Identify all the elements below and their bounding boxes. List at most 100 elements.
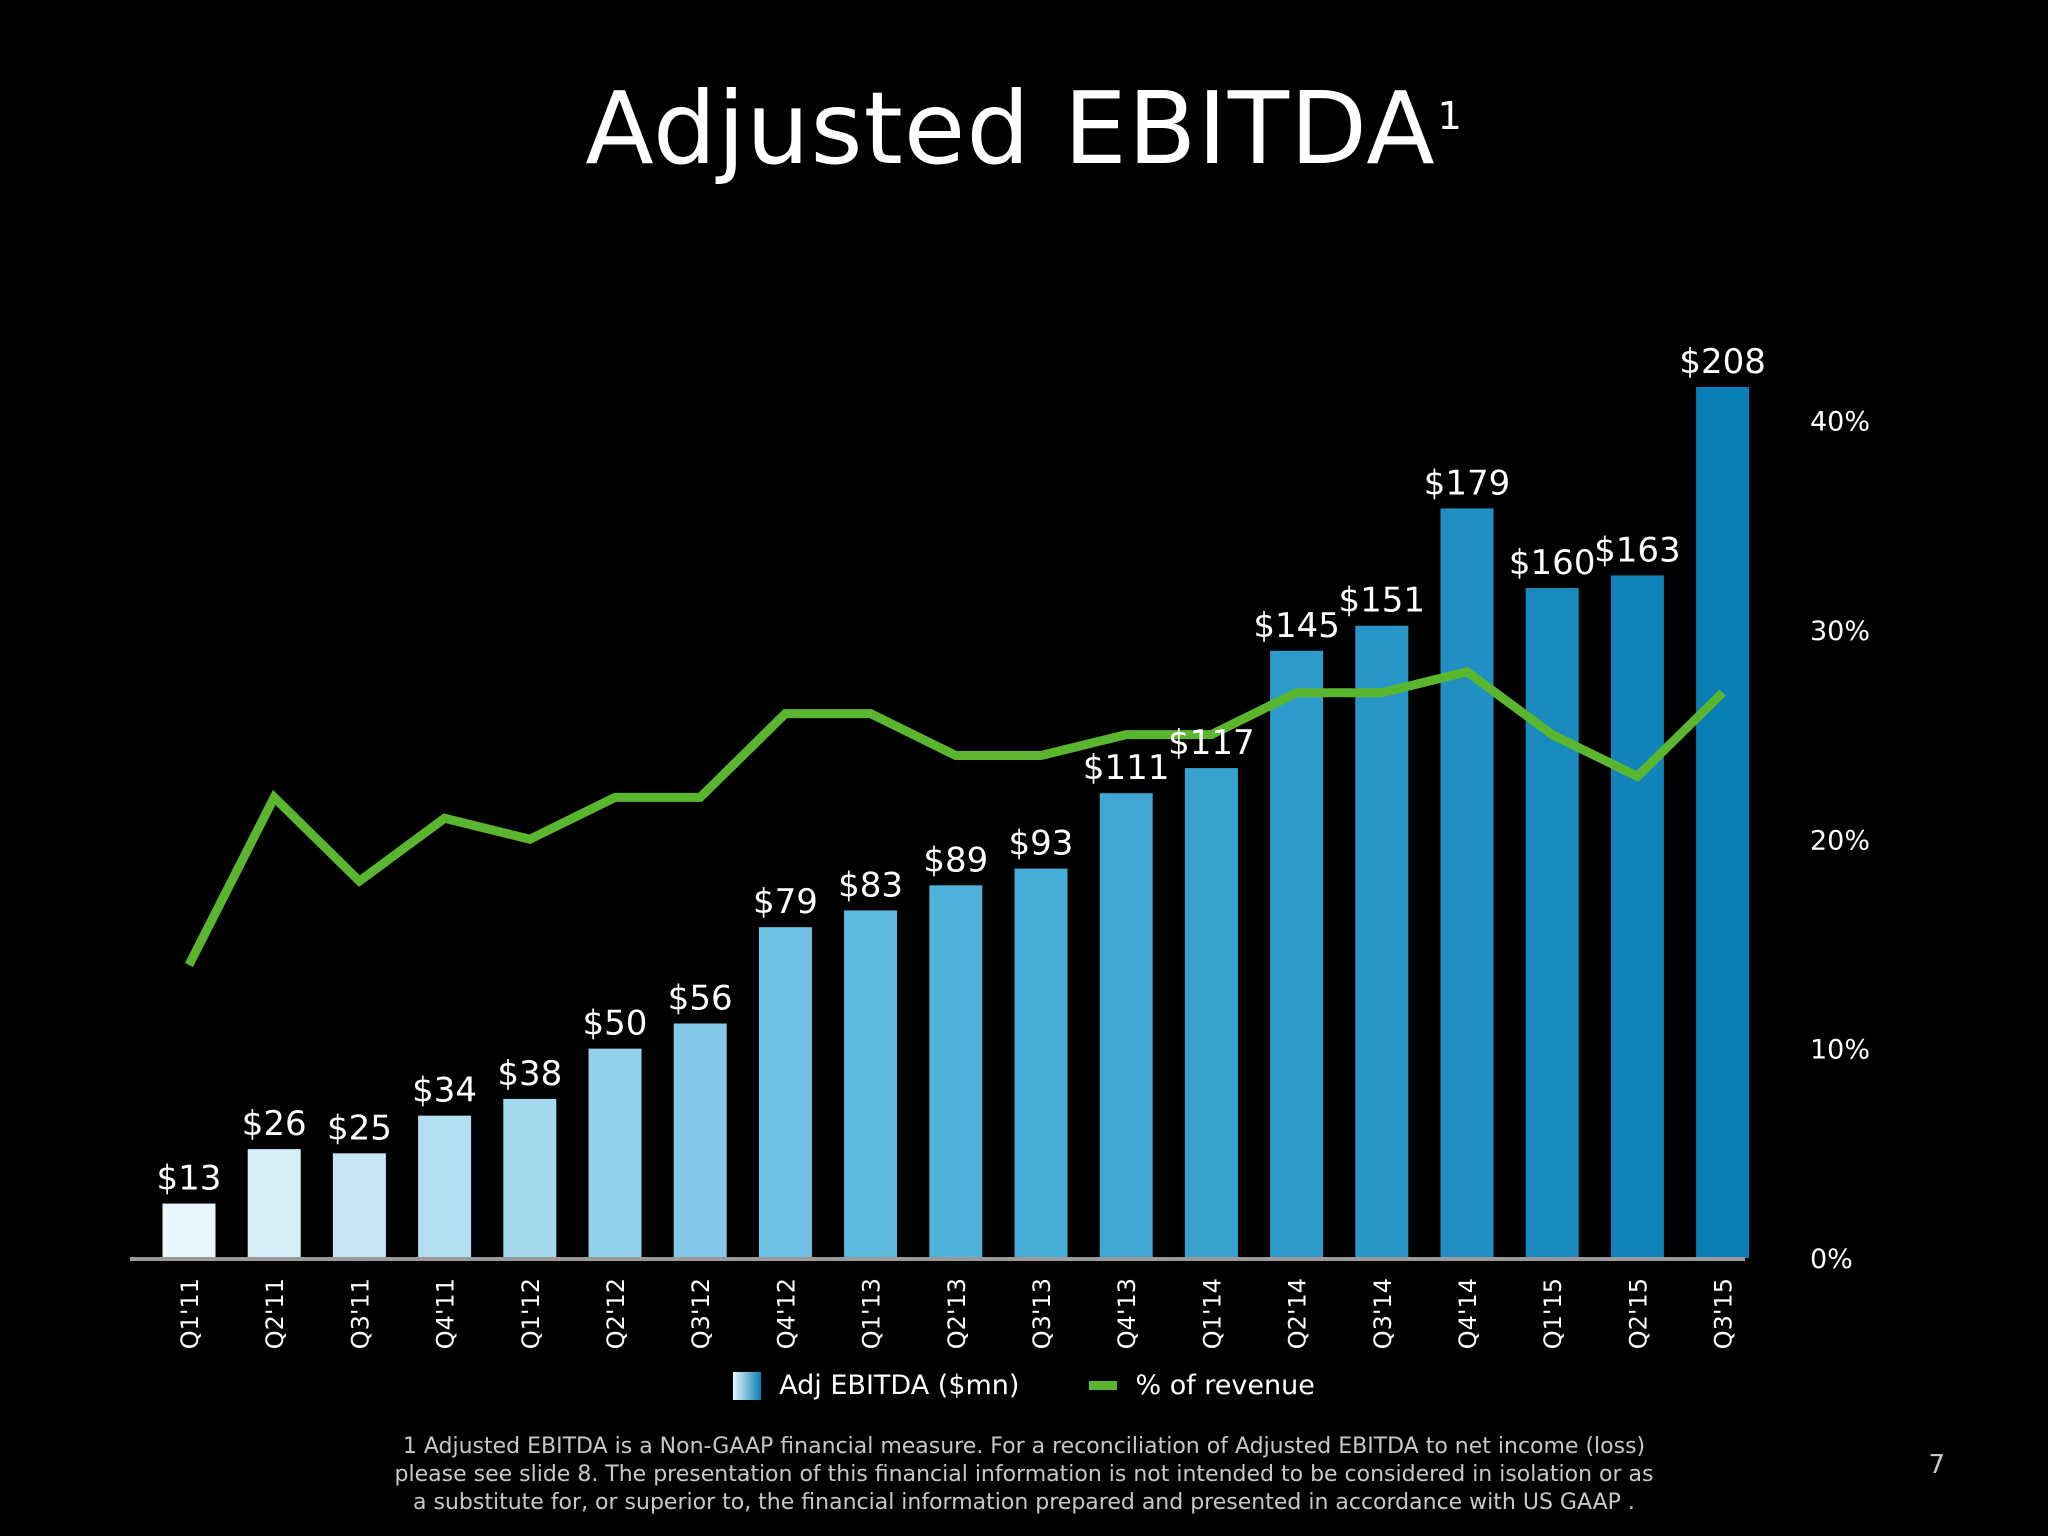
revenue-pct-point bbox=[1125, 734, 1127, 736]
bar-Q1'12 bbox=[503, 1098, 557, 1258]
revenue-pct-point bbox=[870, 713, 872, 715]
y2-tick-label: 30% bbox=[1810, 616, 1870, 647]
x-tick-label: Q3'15 bbox=[1710, 1278, 1738, 1349]
bar-Q1'14 bbox=[1184, 768, 1238, 1258]
bar-Q3'11 bbox=[332, 1153, 386, 1258]
x-tick-label: Q2'15 bbox=[1624, 1278, 1652, 1349]
revenue-pct-point bbox=[1210, 734, 1212, 736]
revenue-pct-point bbox=[1381, 692, 1383, 694]
bar-value-label: $56 bbox=[668, 979, 733, 1019]
x-tick-label: Q1'13 bbox=[858, 1278, 886, 1349]
x-tick-label: Q4'12 bbox=[772, 1278, 800, 1349]
revenue-pct-point bbox=[784, 713, 786, 715]
legend-item-revenue-pct: % of revenue bbox=[1089, 1370, 1315, 1401]
revenue-pct-point bbox=[444, 817, 446, 819]
bar-value-label: $145 bbox=[1253, 606, 1340, 646]
revenue-pct-point bbox=[699, 796, 701, 798]
axis-layer: Q1'11 Q2'11 Q3'11 Q4'11 Q1'12 Q2'12 Q3'12 Q4'12… bbox=[130, 407, 1870, 1349]
bar-Q1'13 bbox=[844, 910, 898, 1258]
revenue-pct-point bbox=[188, 964, 190, 966]
x-tick-label: Q1'12 bbox=[517, 1278, 545, 1349]
revenue-pct-point bbox=[1466, 671, 1468, 673]
y2-tick-label: 40% bbox=[1810, 407, 1870, 438]
bar-Q2'11 bbox=[247, 1149, 301, 1258]
labels-layer: $13 $26 $25 $34 $38 $50 $56 $79 $83 $89 $93$111$11… bbox=[157, 342, 1766, 1199]
bar-value-label: $25 bbox=[327, 1108, 392, 1148]
bar-value-label: $151 bbox=[1339, 581, 1426, 621]
revenue-pct-point bbox=[529, 838, 531, 840]
bar-value-label: $160 bbox=[1509, 543, 1596, 583]
footnote-line-3: a substitute for, or superior to, the fi… bbox=[413, 1490, 1635, 1515]
x-tick-label: Q2'14 bbox=[1284, 1278, 1312, 1349]
revenue-pct-point bbox=[358, 880, 360, 882]
line-layer bbox=[184, 666, 1726, 967]
legend-label-revenue-pct: % of revenue bbox=[1135, 1370, 1315, 1401]
x-tick-label: Q3'14 bbox=[1369, 1278, 1397, 1349]
x-tick-label: Q4'11 bbox=[432, 1278, 460, 1349]
bars-layer bbox=[162, 387, 1750, 1258]
x-tick-label: Q1'11 bbox=[176, 1278, 204, 1349]
bar-Q3'12 bbox=[673, 1023, 727, 1258]
bar-Q2'14 bbox=[1270, 650, 1324, 1258]
bar-value-label: $50 bbox=[583, 1004, 648, 1044]
x-tick-label: Q1'15 bbox=[1539, 1278, 1567, 1349]
revenue-pct-point bbox=[1551, 734, 1553, 736]
x-tick-label: Q2'12 bbox=[602, 1278, 630, 1349]
bar-value-label: $208 bbox=[1679, 342, 1766, 382]
x-tick-label: Q2'11 bbox=[261, 1278, 289, 1349]
slide-title: Adjusted EBITDA1 bbox=[0, 70, 2048, 187]
title-footnote-marker: 1 bbox=[1437, 94, 1463, 138]
title-text: Adjusted EBITDA bbox=[585, 70, 1436, 187]
bar-value-label: $111 bbox=[1083, 748, 1170, 788]
x-tick-label: Q3'13 bbox=[1028, 1278, 1056, 1349]
chart-legend: Adj EBITDA ($mn) % of revenue bbox=[0, 1370, 2048, 1401]
revenue-pct-point bbox=[955, 755, 957, 756]
y2-tick-label: 10% bbox=[1810, 1035, 1870, 1066]
bar-Q3'13 bbox=[1014, 868, 1068, 1258]
bar-value-label: $89 bbox=[923, 840, 988, 880]
revenue-pct-point bbox=[273, 796, 275, 798]
legend-swatch-line bbox=[1089, 1381, 1118, 1390]
bar-Q4'14 bbox=[1440, 508, 1494, 1258]
x-tick-label: Q4'13 bbox=[1113, 1278, 1141, 1349]
bar-Q3'15 bbox=[1696, 387, 1750, 1258]
x-tick-label: Q1'14 bbox=[1198, 1278, 1226, 1349]
bar-Q2'12 bbox=[588, 1048, 642, 1258]
bar-value-label: $163 bbox=[1594, 530, 1681, 570]
y2-tick-label: 20% bbox=[1810, 825, 1870, 856]
bar-value-label: $83 bbox=[838, 865, 903, 905]
bar-value-label: $34 bbox=[412, 1071, 477, 1111]
revenue-pct-point bbox=[1722, 692, 1724, 694]
bar-value-label: $79 bbox=[753, 882, 818, 922]
footnote: 1 Adjusted EBITDA is a Non-GAAP financia… bbox=[0, 1433, 2048, 1517]
footnote-line-2: please see slide 8. The presentation of … bbox=[394, 1462, 1654, 1487]
bar-Q1'15 bbox=[1525, 588, 1579, 1258]
bar-value-label: $93 bbox=[1009, 824, 1074, 864]
bar-Q4'12 bbox=[758, 927, 812, 1258]
bar-Q2'13 bbox=[929, 885, 983, 1258]
bar-Q4'11 bbox=[418, 1115, 472, 1258]
x-tick-label: Q3'11 bbox=[346, 1278, 374, 1349]
revenue-pct-point bbox=[1040, 755, 1042, 756]
bar-Q1'11 bbox=[162, 1203, 216, 1258]
x-tick-label: Q4'14 bbox=[1454, 1278, 1482, 1349]
legend-item-ebitda: Adj EBITDA ($mn) bbox=[733, 1370, 1019, 1401]
x-tick-label: Q3'12 bbox=[687, 1278, 715, 1349]
legend-swatch-bars bbox=[733, 1371, 762, 1400]
x-tick-label: Q2'13 bbox=[943, 1278, 971, 1349]
bar-value-label: $13 bbox=[157, 1159, 222, 1199]
bar-Q2'15 bbox=[1610, 575, 1664, 1258]
bar-Q3'14 bbox=[1355, 625, 1409, 1258]
revenue-pct-point bbox=[614, 796, 616, 798]
legend-label-ebitda: Adj EBITDA ($mn) bbox=[779, 1370, 1020, 1401]
revenue-pct-point bbox=[1636, 775, 1638, 777]
bar-value-label: $26 bbox=[242, 1104, 307, 1144]
page-number: 7 bbox=[1928, 1450, 1945, 1480]
bar-value-label: $117 bbox=[1168, 723, 1255, 763]
bar-value-label: $38 bbox=[497, 1054, 562, 1094]
revenue-pct-point bbox=[1296, 692, 1298, 694]
bar-Q4'13 bbox=[1099, 793, 1153, 1258]
bar-value-label: $179 bbox=[1424, 463, 1511, 503]
footnote-line-1: 1 Adjusted EBITDA is a Non-GAAP financia… bbox=[402, 1434, 1646, 1459]
